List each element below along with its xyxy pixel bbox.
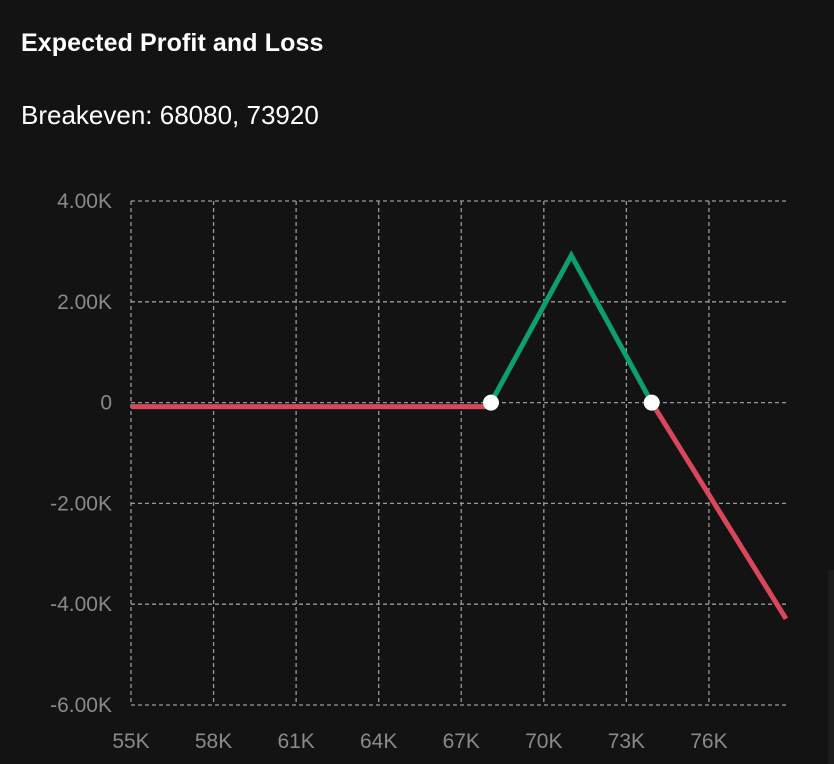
pnl-series <box>131 250 789 621</box>
y-axis-ticks: 4.00K 2.00K 0 -2.00K -4.00K -6.00K <box>50 190 112 717</box>
y-tick-label: -4.00K <box>50 593 112 616</box>
x-axis-ticks: 55K 58K 61K 64K 67K 70K 73K 76K <box>112 730 727 753</box>
y-tick-label: 0 <box>100 392 112 415</box>
x-tick-label: 64K <box>360 730 397 753</box>
y-tick-label: 2.00K <box>57 291 112 314</box>
scrollbar-track[interactable] <box>828 570 834 764</box>
y-tick-label: 4.00K <box>57 190 112 213</box>
breakeven-marker <box>643 394 660 411</box>
breakeven-label: Breakeven: 68080, 73920 <box>21 100 319 130</box>
profit-line <box>488 250 654 404</box>
loss-line <box>649 401 789 621</box>
grid <box>130 200 786 706</box>
y-tick-label: -2.00K <box>50 492 112 515</box>
x-tick-label: 70K <box>525 730 562 753</box>
x-tick-label: 58K <box>195 730 232 753</box>
chart-title: Expected Profit and Loss <box>21 29 324 57</box>
x-tick-label: 67K <box>443 730 480 753</box>
x-tick-label: 73K <box>608 730 645 753</box>
breakeven-markers <box>482 394 660 411</box>
x-tick-label: 61K <box>277 730 314 753</box>
x-tick-label: 76K <box>690 730 727 753</box>
breakeven-marker <box>482 394 499 411</box>
y-tick-label: -6.00K <box>50 694 112 717</box>
x-tick-label: 55K <box>112 730 149 753</box>
